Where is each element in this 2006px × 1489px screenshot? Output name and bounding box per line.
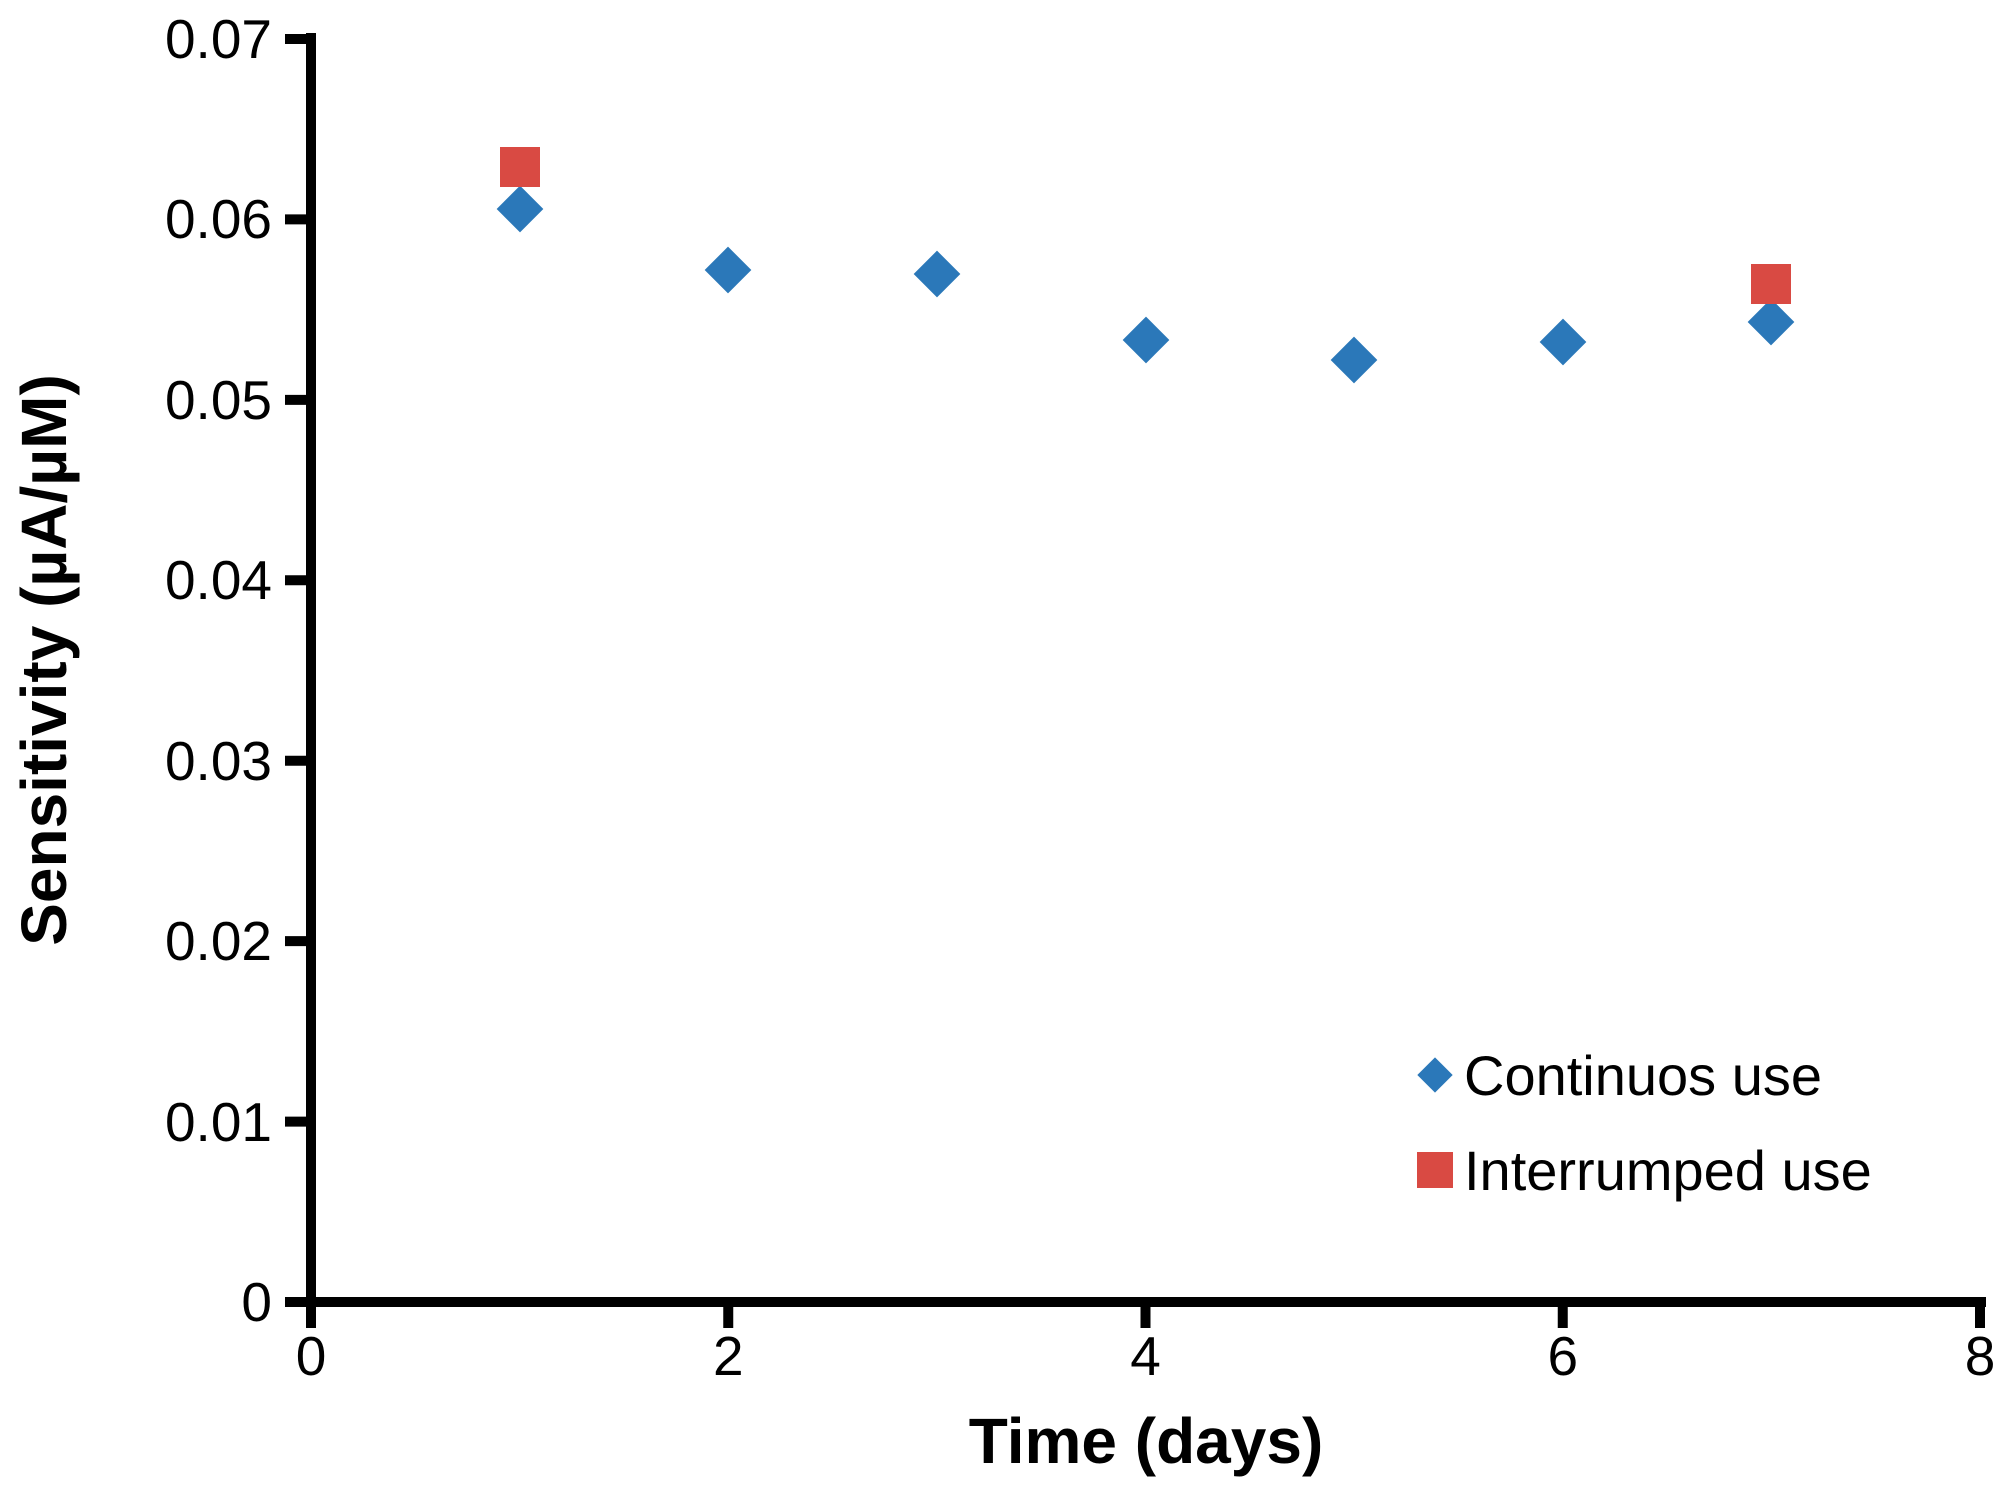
y-axis-title: Sensitivity (µA/µM) (8, 374, 80, 946)
legend-marker-box (1412, 1052, 1458, 1098)
x-tick-label: 6 (1547, 1325, 1579, 1387)
square-marker-icon (1417, 1152, 1453, 1188)
x-tick-label: 4 (1130, 1325, 1161, 1387)
x-axis-title: Time (days) (968, 1405, 1324, 1477)
y-tick-label: 0.04 (164, 549, 272, 612)
diamond-data-point (913, 250, 961, 297)
diamond-data-point (1748, 298, 1795, 346)
legend-item-continuos-use: Continuos use (1412, 1040, 1872, 1110)
y-tick-label: 0.03 (164, 729, 272, 792)
y-tick-label: 0 (241, 1271, 272, 1333)
y-tick-label: 0.07 (164, 8, 272, 70)
diamond-data-point (496, 185, 543, 232)
x-tick-label: 8 (1964, 1325, 1996, 1387)
x-tick-label: 2 (712, 1325, 744, 1387)
legend-item-interrumped-use: Interrumped use (1412, 1135, 1872, 1205)
diamond-marker-icon (1417, 1057, 1453, 1093)
legend-label-continuos-use: Continuos use (1464, 1043, 1823, 1107)
square-data-point (499, 147, 540, 188)
y-tick-label: 0.06 (164, 188, 272, 251)
legend: Continuos use Interrumped use (1412, 1040, 1872, 1230)
diamond-data-point (704, 246, 752, 294)
legend-marker-box (1412, 1147, 1458, 1193)
square-data-point (1751, 264, 1792, 305)
diamond-data-point (1539, 318, 1587, 366)
y-tick-label: 0.01 (164, 1090, 272, 1153)
y-tick-label: 0.05 (164, 368, 272, 431)
y-tick-label: 0.02 (164, 910, 272, 973)
legend-label-interrumped-use: Interrumped use (1464, 1138, 1872, 1202)
diamond-data-point (1330, 336, 1378, 384)
x-tick-label: 0 (295, 1325, 327, 1387)
diamond-data-point (1122, 316, 1169, 364)
